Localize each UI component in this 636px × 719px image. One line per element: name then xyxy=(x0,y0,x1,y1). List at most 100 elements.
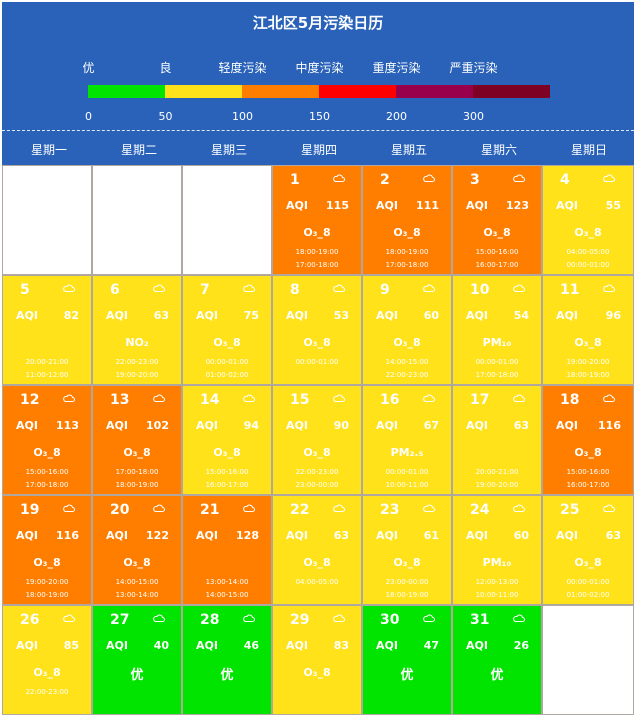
pollutant-peak-time: 20:00-21:00 xyxy=(475,468,519,476)
day-cell[interactable]: 31 AQI 26 优 xyxy=(452,605,542,715)
day-number: 15 xyxy=(290,392,310,408)
day-cell[interactable]: 25 AQI 63 O₃_8 00:00-01:00 01:00-02:00 xyxy=(542,495,634,605)
aqi-value: 47 xyxy=(423,639,439,652)
day-cell[interactable]: 23 AQI 61 O₃_8 23:00-00:00 18:00-19:00 xyxy=(362,495,452,605)
cloud-icon xyxy=(603,282,615,296)
empty-cell xyxy=(92,165,182,275)
aqi-value: 53 xyxy=(333,309,349,322)
legend-color-segment xyxy=(473,85,550,98)
day-cell[interactable]: 30 AQI 47 优 xyxy=(362,605,452,715)
day-cell[interactable]: 10 AQI 54 PM₁₀ 00:00-01:00 17:00-18:00 xyxy=(452,275,542,385)
aqi-label: AQI xyxy=(286,199,308,212)
aqi-value: 102 xyxy=(146,419,169,432)
day-cell[interactable]: 19 AQI 116 O₃_8 19:00-20:00 18:00-19:00 xyxy=(2,495,92,605)
day-cell[interactable]: 1 AQI 115 O₃_8 18:00-19:00 17:00-18:00 xyxy=(272,165,362,275)
day-cell[interactable]: 8 AQI 53 O₃_8 00:00-01:00 xyxy=(272,275,362,385)
cloud-icon xyxy=(63,392,75,406)
day-cell[interactable]: 21 AQI 128 13:00-14:00 14:00-15:00 xyxy=(182,495,272,605)
aqi-label: AQI xyxy=(106,529,128,542)
day-cell[interactable]: 9 AQI 60 O₃_8 14:00-15:00 22:00-23:00 xyxy=(362,275,452,385)
day-number: 2 xyxy=(380,172,390,188)
weekday-label: 星期四 xyxy=(300,143,337,157)
day-cell[interactable]: 7 AQI 75 O₃_8 00:00-01:00 01:00-02:00 xyxy=(182,275,272,385)
day-number: 6 xyxy=(110,282,120,298)
primary-pollutant: O₃_8 xyxy=(303,336,331,349)
day-number: 24 xyxy=(470,502,490,518)
day-number: 21 xyxy=(200,502,220,518)
day-cell[interactable]: 12 AQI 113 O₃_8 15:00-16:00 17:00-18:00 xyxy=(2,385,92,495)
day-number: 23 xyxy=(380,502,400,518)
pollutant-peak-time: 15:00-16:00 xyxy=(25,468,69,476)
weekday-label: 星期五 xyxy=(390,143,427,157)
pollutant-peak-time: 22:00-23:00 xyxy=(25,688,69,696)
day-cell[interactable]: 15 AQI 90 O₃_8 22:00-23:00 23:00-00:00 xyxy=(272,385,362,495)
aqi-label: AQI xyxy=(376,639,398,652)
day-number: 9 xyxy=(380,282,390,298)
pollutant-peak-time: 17:00-18:00 xyxy=(385,261,429,269)
pollutant-peak-time: 16:00-17:00 xyxy=(475,261,519,269)
aqi-label: AQI xyxy=(196,529,218,542)
day-cell[interactable]: 5 AQI 82 20:00-21:00 11:00-12:00 xyxy=(2,275,92,385)
day-number: 28 xyxy=(200,612,220,628)
day-cell[interactable]: 16 AQI 67 PM₂.₅ 00:00-01:00 10:00-11:00 xyxy=(362,385,452,495)
aqi-value: 90 xyxy=(333,419,349,432)
day-cell[interactable]: 3 AQI 123 O₃_8 15:00-16:00 16:00-17:00 xyxy=(452,165,542,275)
cloud-icon xyxy=(243,282,255,296)
legend-tick: 200 xyxy=(386,110,407,123)
empty-cell xyxy=(182,165,272,275)
day-cell[interactable]: 20 AQI 122 O₃_8 14:00-15:00 13:00-14:00 xyxy=(92,495,182,605)
aqi-value: 96 xyxy=(605,309,621,322)
cloud-icon xyxy=(423,392,435,406)
day-cell[interactable]: 18 AQI 116 O₃_8 15:00-16:00 16:00-17:00 xyxy=(542,385,634,495)
day-cell[interactable]: 28 AQI 46 优 xyxy=(182,605,272,715)
day-cell[interactable]: 22 AQI 63 O₃_8 04:00-05:00 xyxy=(272,495,362,605)
cloud-icon xyxy=(333,172,345,186)
cloud-icon xyxy=(243,502,255,516)
aqi-label: AQI xyxy=(286,419,308,432)
day-cell[interactable]: 17 AQI 63 20:00-21:00 19:00-20:00 xyxy=(452,385,542,495)
day-cell[interactable]: 6 AQI 63 NO₂ 22:00-23:00 19:00-20:00 xyxy=(92,275,182,385)
legend-tick: 100 xyxy=(232,110,253,123)
day-cell[interactable]: 11 AQI 96 O₃_8 19:00-20:00 18:00-19:00 xyxy=(542,275,634,385)
legend-label: 中度污染 xyxy=(295,61,344,75)
cloud-icon xyxy=(423,612,435,626)
primary-pollutant: O₃_8 xyxy=(303,666,331,679)
cloud-icon xyxy=(63,612,75,626)
primary-pollutant: O₃_8 xyxy=(123,556,151,569)
day-cell[interactable]: 24 AQI 60 PM₁₀ 12:00-13:00 10:00-11:00 xyxy=(452,495,542,605)
aqi-value: 60 xyxy=(513,529,529,542)
aqi-value: 113 xyxy=(56,419,79,432)
aqi-label: AQI xyxy=(466,199,488,212)
day-cell[interactable]: 26 AQI 85 O₃_8 22:00-23:00 xyxy=(2,605,92,715)
aqi-value: 122 xyxy=(146,529,169,542)
empty-cell xyxy=(2,165,92,275)
pollutant-peak-time: 14:00-15:00 xyxy=(205,591,249,599)
day-cell[interactable]: 2 AQI 111 O₃_8 18:00-19:00 17:00-18:00 xyxy=(362,165,452,275)
pollutant-peak-time: 17:00-18:00 xyxy=(295,261,339,269)
primary-pollutant: O₃_8 xyxy=(574,556,602,569)
aqi-label: AQI xyxy=(106,309,128,322)
aqi-value: 82 xyxy=(63,309,79,322)
aqi-label: AQI xyxy=(556,529,578,542)
day-cell[interactable]: 27 AQI 40 优 xyxy=(92,605,182,715)
day-number: 12 xyxy=(20,392,40,408)
weekday-label: 星期二 xyxy=(120,143,157,157)
day-cell[interactable]: 29 AQI 83 O₃_8 xyxy=(272,605,362,715)
primary-pollutant: 优 xyxy=(130,668,144,683)
primary-pollutant: O₃_8 xyxy=(213,446,241,459)
day-cell[interactable]: 4 AQI 55 O₃_8 04:00-05:00 00:00-01:00 xyxy=(542,165,634,275)
legend-label: 重度污染 xyxy=(372,61,421,75)
aqi-value: 60 xyxy=(423,309,439,322)
day-cell[interactable]: 14 AQI 94 O₃_8 15:00-16:00 16:00-17:00 xyxy=(182,385,272,495)
day-number: 20 xyxy=(110,502,130,518)
day-cell[interactable]: 13 AQI 102 O₃_8 17:00-18:00 18:00-19:00 xyxy=(92,385,182,495)
pollutant-peak-time: 20:00-21:00 xyxy=(25,358,69,366)
cloud-icon xyxy=(513,392,525,406)
pollutant-peak-time: 16:00-17:00 xyxy=(566,481,610,489)
aqi-value: 94 xyxy=(243,419,259,432)
day-number: 11 xyxy=(560,282,580,298)
day-number: 27 xyxy=(110,612,130,628)
primary-pollutant: O₃_8 xyxy=(574,336,602,349)
legend-color-segment xyxy=(319,85,396,98)
pollutant-peak-time: 04:00-05:00 xyxy=(566,248,610,256)
